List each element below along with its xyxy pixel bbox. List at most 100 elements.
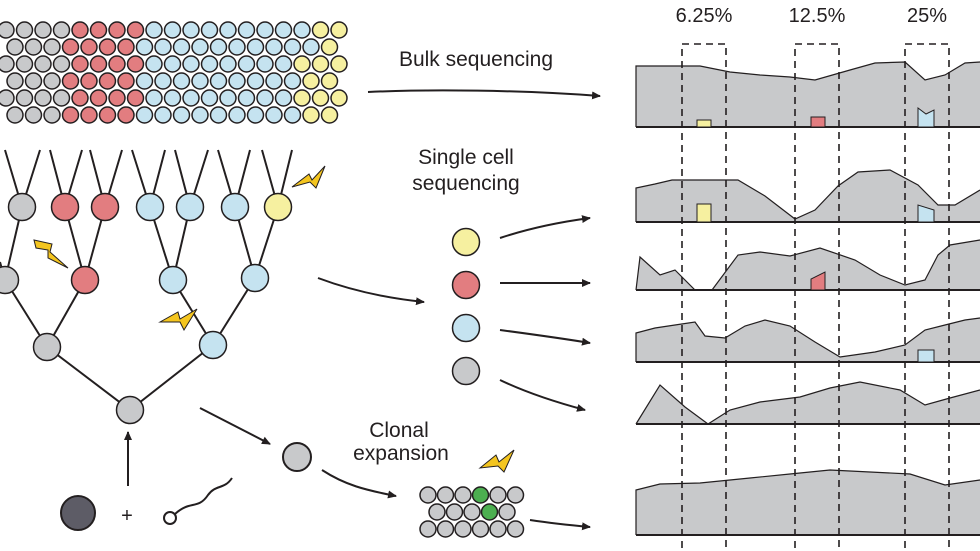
red-cell bbox=[117, 106, 135, 124]
grey-cell bbox=[32, 332, 62, 362]
blue-cell bbox=[228, 38, 246, 56]
blue-cell bbox=[158, 265, 188, 295]
blue-cell bbox=[191, 72, 209, 90]
grey-cell bbox=[454, 520, 472, 538]
yellow-cell bbox=[293, 89, 311, 107]
red-cell bbox=[61, 72, 80, 90]
blue-variant-single bbox=[917, 204, 935, 223]
red-cell bbox=[89, 21, 108, 39]
mutation-bolt-icon bbox=[158, 308, 198, 332]
red-cell bbox=[90, 192, 120, 222]
blue-cell bbox=[228, 106, 246, 124]
grey-cell bbox=[52, 21, 71, 39]
grey-cell bbox=[24, 106, 43, 124]
blue-cell bbox=[172, 72, 191, 90]
grey-cell bbox=[506, 520, 525, 538]
red-single-cell bbox=[451, 270, 481, 300]
single-cell-label-line1: Single cell bbox=[418, 146, 514, 169]
red-cell bbox=[80, 38, 98, 56]
blue-cell bbox=[163, 55, 182, 73]
grey-cell bbox=[43, 72, 61, 90]
clonal-profile bbox=[635, 469, 980, 536]
grey-cell bbox=[52, 89, 71, 107]
single-cell-arrow bbox=[499, 329, 591, 346]
grey-cell bbox=[419, 520, 437, 538]
blue-cell bbox=[228, 72, 246, 90]
yellow-single-cell bbox=[451, 227, 481, 257]
sperm-tail bbox=[174, 477, 233, 515]
red-cell bbox=[117, 72, 135, 90]
bulk-sequencing-label: Bulk sequencing bbox=[399, 48, 553, 71]
yellow-cell bbox=[330, 21, 348, 39]
blue-cell bbox=[145, 89, 163, 107]
frequency-boxes bbox=[681, 43, 950, 551]
single-cell-label-line2: sequencing bbox=[412, 172, 519, 195]
grey-cell bbox=[506, 486, 525, 504]
single-cells bbox=[451, 227, 481, 386]
red-cell bbox=[71, 89, 89, 107]
blue-cell bbox=[246, 38, 265, 56]
yellow-cell bbox=[293, 55, 311, 73]
blue-cell bbox=[302, 38, 320, 56]
blue-cell bbox=[274, 89, 293, 107]
single-cell-profile-grey bbox=[635, 381, 980, 425]
red-cell bbox=[108, 89, 126, 107]
blue-cell bbox=[154, 106, 172, 124]
grey-cell bbox=[43, 38, 61, 56]
frequency-box-25 bbox=[904, 43, 950, 551]
blue-cell bbox=[191, 106, 209, 124]
blue-cell bbox=[163, 89, 182, 107]
yellow-cell bbox=[320, 38, 339, 56]
frequency-label-25: 25% bbox=[907, 5, 947, 27]
isolated-cell bbox=[282, 442, 312, 472]
grey-cell bbox=[471, 520, 490, 538]
red-cell bbox=[61, 106, 80, 124]
blue-cell bbox=[256, 21, 274, 39]
red-cell bbox=[80, 106, 98, 124]
grey-cell bbox=[7, 192, 37, 222]
clonal-expansion-label-line2: expansion bbox=[353, 442, 449, 465]
red-cell bbox=[98, 72, 117, 90]
mutation-bolt-icon bbox=[291, 165, 326, 189]
grey-cell bbox=[428, 503, 446, 521]
clonal-expansion-label-line1: Clonal bbox=[369, 419, 429, 442]
red-cell bbox=[71, 21, 89, 39]
grey-cell bbox=[419, 486, 437, 504]
grey-cell bbox=[15, 89, 34, 107]
blue-cell bbox=[274, 55, 293, 73]
red-variant-single bbox=[810, 271, 826, 291]
mutant-cell bbox=[471, 486, 490, 504]
grey-cell bbox=[34, 89, 52, 107]
founder-cell bbox=[115, 395, 145, 425]
blue-cell bbox=[209, 106, 228, 124]
red-cell bbox=[71, 55, 89, 73]
blue-cell bbox=[246, 106, 265, 124]
grey-cell bbox=[489, 486, 507, 504]
blue-cell bbox=[256, 89, 274, 107]
red-cell bbox=[80, 72, 98, 90]
blue-cell bbox=[135, 192, 165, 222]
red-cell bbox=[61, 38, 80, 56]
grey-cell bbox=[6, 106, 24, 124]
grey-cell bbox=[0, 265, 20, 295]
grey-cell bbox=[52, 55, 71, 73]
red-variant-bulk bbox=[810, 116, 826, 128]
blue-cell bbox=[200, 21, 219, 39]
blue-variant-blue-cell bbox=[917, 349, 935, 363]
grey-cell bbox=[34, 21, 52, 39]
single-cell-arrow bbox=[499, 379, 586, 412]
blue-cell bbox=[220, 192, 250, 222]
blue-cell bbox=[265, 72, 283, 90]
yellow-cell bbox=[311, 21, 330, 39]
blue-cell bbox=[191, 38, 209, 56]
frequency-box-12 bbox=[794, 43, 840, 551]
blue-cell bbox=[163, 21, 182, 39]
expansion-arrow bbox=[321, 469, 397, 499]
sperm-cell bbox=[163, 511, 177, 525]
grey-cell bbox=[489, 520, 507, 538]
red-cell bbox=[117, 38, 135, 56]
blue-cell bbox=[246, 72, 265, 90]
blue-cell bbox=[154, 38, 172, 56]
red-cell bbox=[50, 192, 80, 222]
